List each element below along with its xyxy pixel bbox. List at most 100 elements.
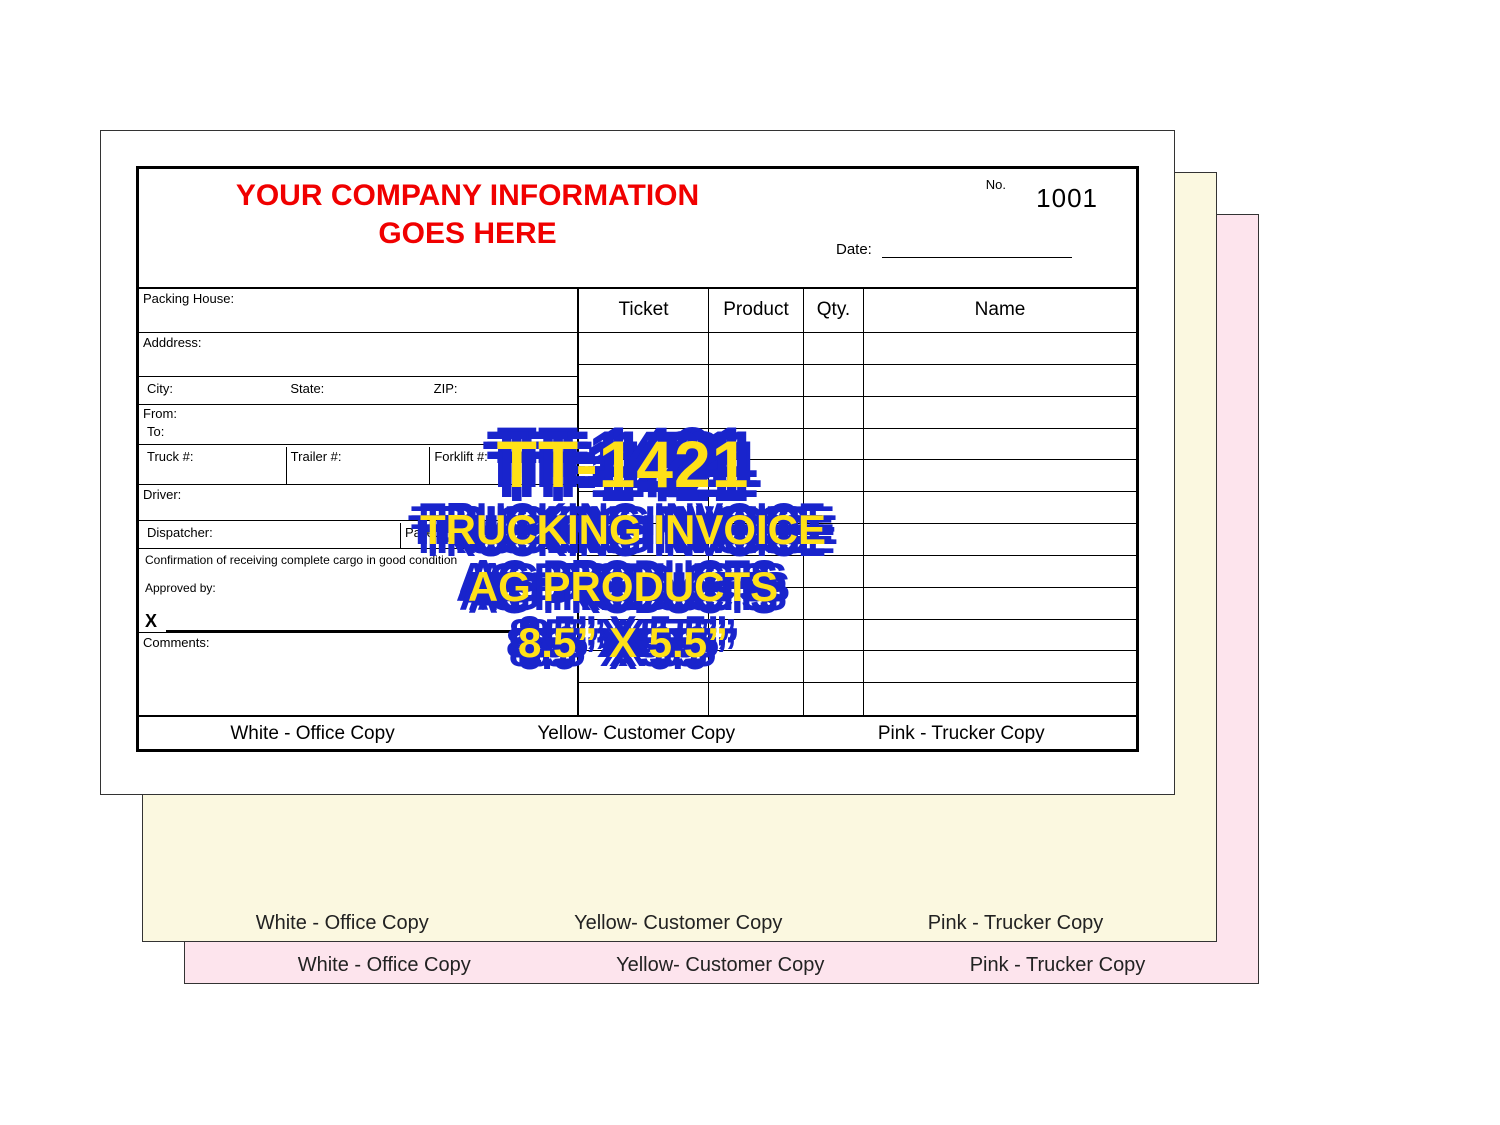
confirmation-text: Confirmation of receiving complete cargo… bbox=[145, 553, 571, 567]
grid-cell bbox=[709, 651, 804, 683]
copy-pink: Pink - Trucker Copy bbox=[878, 723, 1045, 745]
copy-pink: Pink - Trucker Copy bbox=[928, 912, 1104, 935]
field-from-to: From: To: bbox=[139, 405, 577, 445]
grid-cell bbox=[804, 651, 864, 683]
grid-cell bbox=[579, 460, 709, 492]
grid-cell bbox=[864, 492, 1136, 524]
left-column: Packing House: Adddress: City: State: ZI… bbox=[139, 289, 579, 715]
grid-cell bbox=[709, 588, 804, 620]
field-pallets: Pallets: bbox=[401, 523, 573, 548]
grid-cell bbox=[804, 333, 864, 365]
field-forklift: Forklift #: bbox=[430, 447, 573, 484]
field-driver: Driver: bbox=[139, 485, 577, 521]
grid-cell bbox=[864, 365, 1136, 397]
grid-cell bbox=[709, 365, 804, 397]
grid-cell bbox=[864, 651, 1136, 683]
grid-cell bbox=[709, 492, 804, 524]
form-body: Packing House: Adddress: City: State: ZI… bbox=[139, 289, 1136, 715]
grid-cell bbox=[804, 397, 864, 429]
company-line-2: GOES HERE bbox=[139, 215, 796, 253]
approved-by-label: Approved by: bbox=[145, 581, 571, 595]
grid-cell bbox=[804, 492, 864, 524]
grid-cell bbox=[804, 588, 864, 620]
company-info: YOUR COMPANY INFORMATION GOES HERE bbox=[139, 169, 796, 287]
grid-cell bbox=[864, 460, 1136, 492]
date-label: Date: bbox=[836, 241, 872, 258]
grid-cell bbox=[579, 683, 709, 715]
copy-yellow: Yellow- Customer Copy bbox=[537, 723, 735, 745]
invoice-number: 1001 bbox=[1036, 183, 1098, 214]
confirmation-block: Confirmation of receiving complete cargo… bbox=[139, 549, 577, 633]
grid-cell bbox=[579, 492, 709, 524]
grid-cell bbox=[709, 683, 804, 715]
grid-cell bbox=[864, 588, 1136, 620]
field-dispatcher: Dispatcher: bbox=[143, 523, 401, 548]
grid-cell bbox=[579, 365, 709, 397]
grid-cell bbox=[804, 556, 864, 588]
line-items-grid: Ticket Product Qty. Name bbox=[579, 289, 1136, 715]
header-right: No. 1001 Date: bbox=[796, 169, 1136, 287]
date-line bbox=[882, 257, 1072, 258]
copy-yellow: Yellow- Customer Copy bbox=[616, 954, 824, 977]
field-truck: Truck #: bbox=[143, 447, 287, 484]
grid-cell bbox=[804, 683, 864, 715]
field-zip: ZIP: bbox=[430, 379, 573, 404]
grid-cell bbox=[709, 556, 804, 588]
copy-pink: Pink - Trucker Copy bbox=[970, 954, 1146, 977]
grid-cell bbox=[864, 683, 1136, 715]
col-name: Name bbox=[864, 289, 1136, 333]
col-ticket: Ticket bbox=[579, 289, 709, 333]
field-comments: Comments: bbox=[139, 633, 577, 715]
copy-strip-yellow: White - Office Copy Yellow- Customer Cop… bbox=[143, 912, 1216, 935]
grid-cell bbox=[709, 620, 804, 652]
field-state: State: bbox=[286, 379, 429, 404]
no-label: No. bbox=[986, 177, 1006, 192]
col-product: Product bbox=[709, 289, 804, 333]
field-city: City: bbox=[143, 379, 286, 404]
grid-cell bbox=[579, 429, 709, 461]
grid-cell bbox=[709, 524, 804, 556]
grid-cell bbox=[804, 620, 864, 652]
right-column: Ticket Product Qty. Name bbox=[579, 289, 1136, 715]
field-packing-house: Packing House: bbox=[139, 289, 577, 333]
grid-cell bbox=[804, 524, 864, 556]
company-line-1: YOUR COMPANY INFORMATION bbox=[139, 177, 796, 215]
grid-cell bbox=[579, 333, 709, 365]
grid-cell bbox=[864, 524, 1136, 556]
grid-cell bbox=[864, 397, 1136, 429]
copy-yellow: Yellow- Customer Copy bbox=[574, 912, 782, 935]
grid-cell bbox=[864, 556, 1136, 588]
invoice-form: YOUR COMPANY INFORMATION GOES HERE No. 1… bbox=[136, 166, 1139, 752]
copy-strip-form: White - Office Copy Yellow- Customer Cop… bbox=[139, 715, 1136, 749]
copy-white: White - Office Copy bbox=[256, 912, 429, 935]
grid-cell bbox=[579, 397, 709, 429]
grid-cell bbox=[709, 333, 804, 365]
date-row: Date: bbox=[836, 241, 1072, 258]
grid-cell bbox=[579, 651, 709, 683]
grid-cell bbox=[709, 429, 804, 461]
grid-cell bbox=[709, 397, 804, 429]
grid-cell bbox=[804, 460, 864, 492]
grid-cell bbox=[864, 333, 1136, 365]
sheet-white: YOUR COMPANY INFORMATION GOES HERE No. 1… bbox=[100, 130, 1175, 795]
copy-white: White - Office Copy bbox=[230, 723, 394, 745]
grid-cell bbox=[804, 365, 864, 397]
field-dispatcher-pallets: Dispatcher: Pallets: bbox=[139, 521, 577, 549]
to-label: To: bbox=[143, 423, 573, 441]
grid-cell bbox=[579, 556, 709, 588]
form-header: YOUR COMPANY INFORMATION GOES HERE No. 1… bbox=[139, 169, 1136, 289]
signature-underline bbox=[166, 630, 526, 632]
grid-cell bbox=[864, 620, 1136, 652]
copy-white: White - Office Copy bbox=[298, 954, 471, 977]
grid-cell bbox=[579, 620, 709, 652]
from-label: From: bbox=[143, 405, 573, 423]
grid-cell bbox=[864, 429, 1136, 461]
grid-cell bbox=[804, 429, 864, 461]
signature-x: X bbox=[145, 611, 157, 632]
col-qty: Qty. bbox=[804, 289, 864, 333]
field-truck-trailer-forklift: Truck #: Trailer #: Forklift #: bbox=[139, 445, 577, 485]
signature-line: X bbox=[145, 611, 571, 632]
field-city-state-zip: City: State: ZIP: bbox=[139, 377, 577, 405]
form-stack: White - Office Copy Yellow- Customer Cop… bbox=[100, 130, 1220, 930]
grid-cell bbox=[579, 524, 709, 556]
